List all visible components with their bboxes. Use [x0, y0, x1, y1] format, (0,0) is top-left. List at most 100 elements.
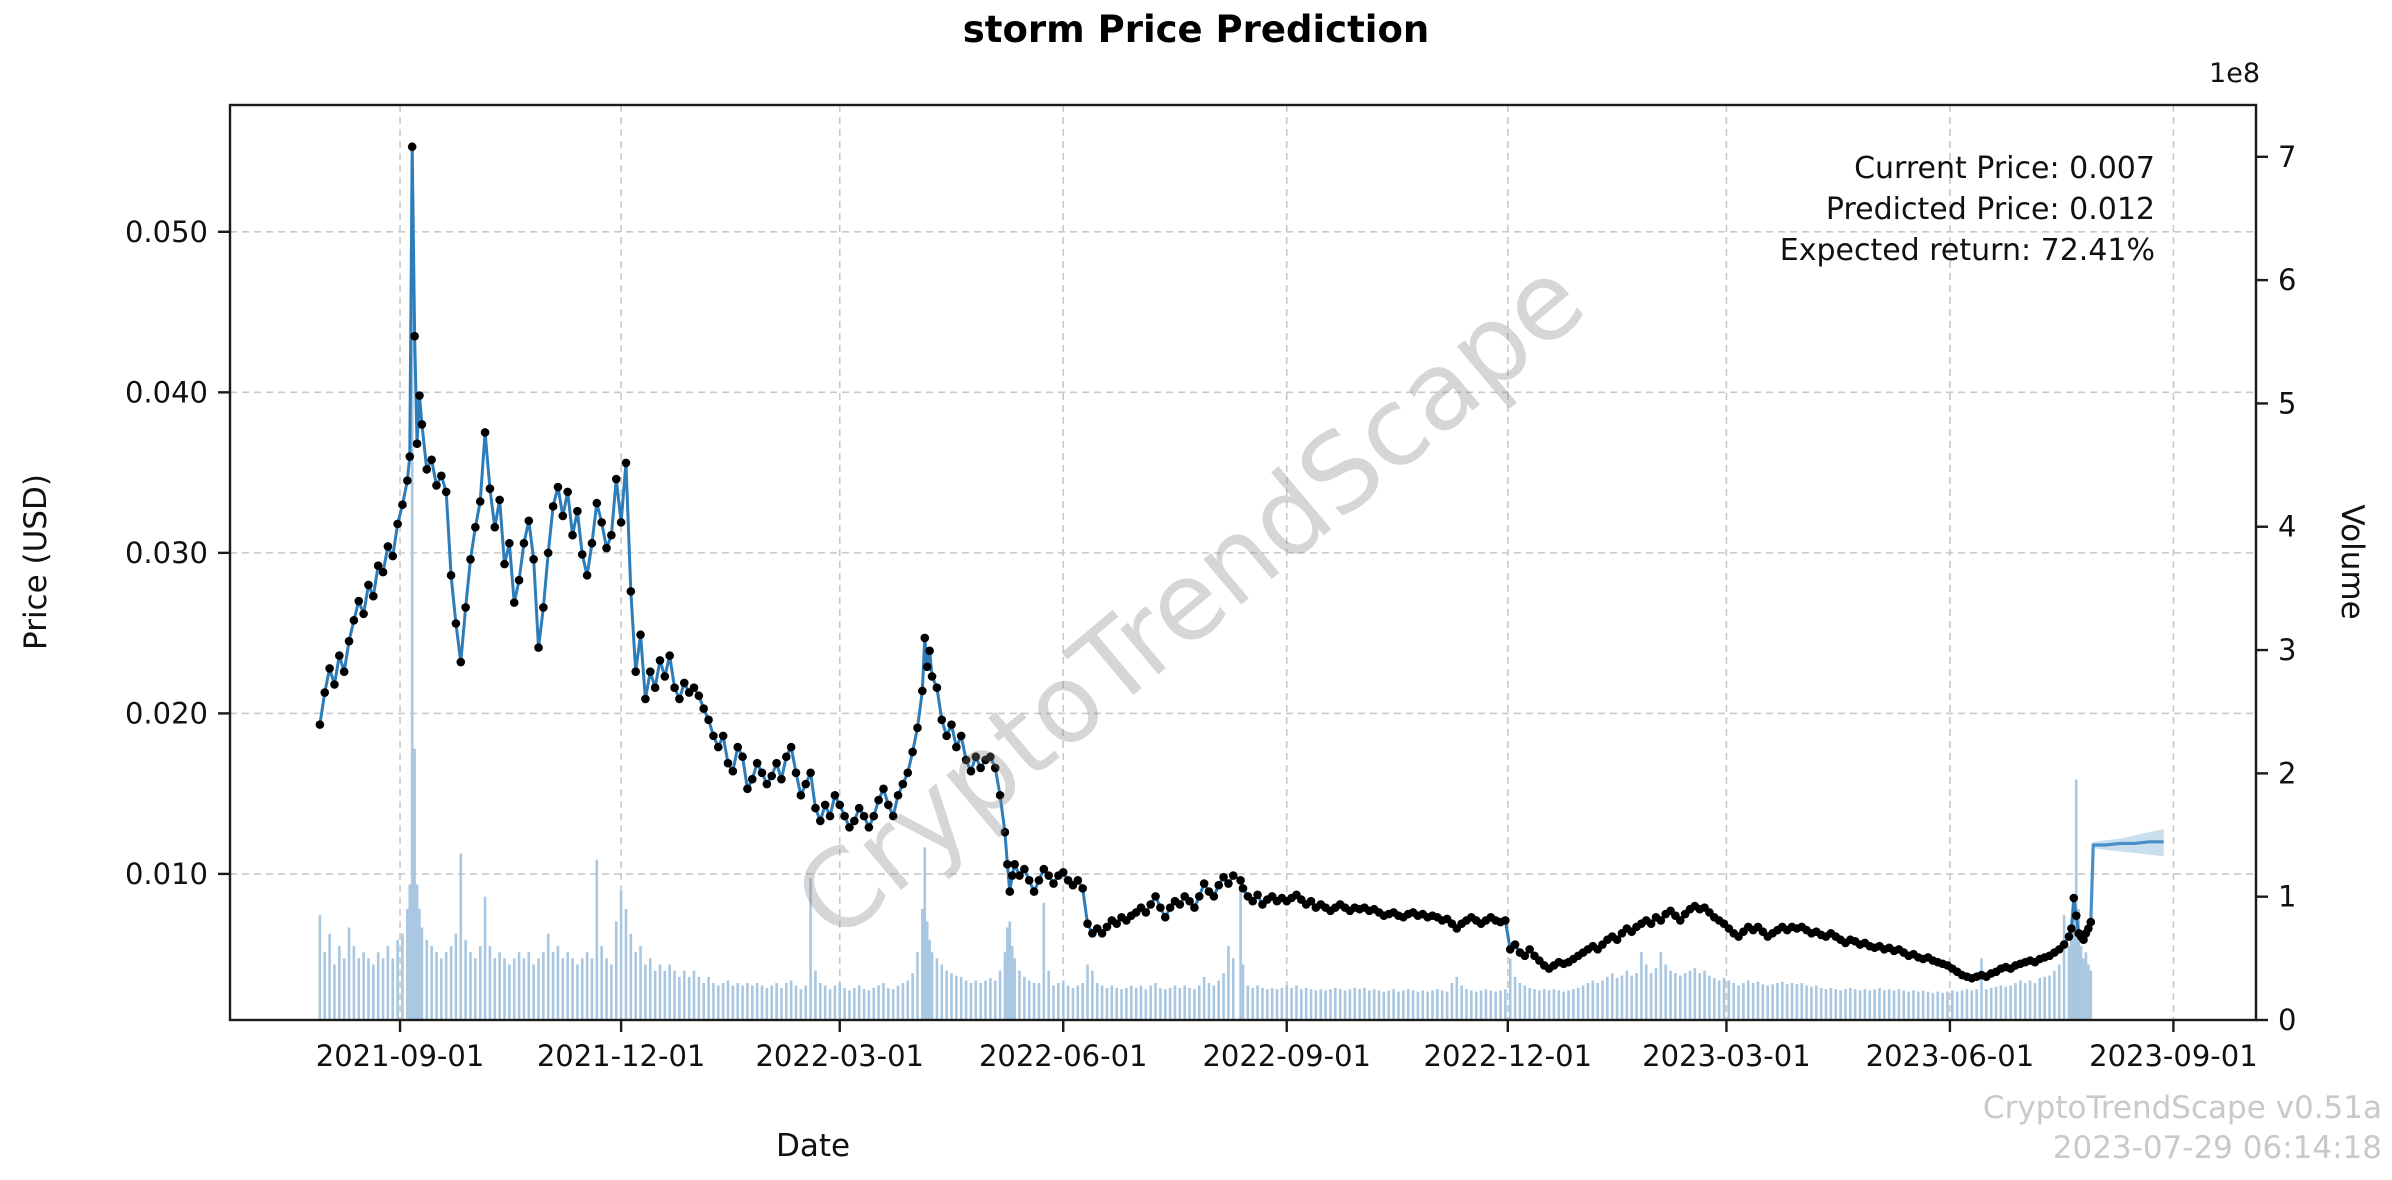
price-marker — [1612, 935, 1622, 945]
volume-bar — [2084, 952, 2088, 1020]
volume-bar — [1664, 964, 1667, 1020]
volume-bar — [610, 964, 613, 1020]
price-marker — [694, 691, 704, 701]
price-marker — [645, 667, 655, 676]
volume-bar — [474, 958, 477, 1020]
price-marker — [403, 476, 412, 485]
volume-bar — [2028, 980, 2032, 1020]
volume-bar — [891, 989, 895, 1020]
volume-bar — [1552, 989, 1556, 1020]
price-marker — [650, 683, 660, 693]
volume-bar — [619, 890, 623, 1020]
volume-bar — [1980, 958, 1983, 1020]
volume-bar — [1518, 983, 1522, 1020]
price-marker — [432, 481, 441, 490]
price-marker — [500, 559, 509, 569]
price-marker — [543, 548, 553, 558]
price-marker — [966, 766, 976, 776]
price-marker — [364, 580, 373, 590]
volume-bar — [425, 939, 429, 1020]
volume-bar — [1178, 987, 1182, 1020]
volume-bar — [1042, 902, 1046, 1020]
price-marker — [597, 518, 606, 527]
price-marker — [441, 487, 451, 497]
price-marker — [709, 731, 718, 741]
volume-bar — [1431, 990, 1434, 1020]
volume-bar — [1892, 990, 1896, 1020]
price-marker — [920, 633, 930, 643]
volume-bar — [1805, 985, 1808, 1020]
price-marker — [757, 768, 767, 778]
price-marker — [611, 474, 621, 484]
price-marker — [956, 731, 966, 741]
volume-bar — [1659, 952, 1663, 1020]
price-marker — [568, 530, 577, 540]
volume-bar — [697, 976, 701, 1020]
volume-bar — [1003, 952, 1007, 1020]
volume-bar — [1450, 983, 1454, 1020]
price-marker — [1015, 871, 1024, 880]
price-marker — [471, 522, 480, 532]
volume-bar — [838, 983, 842, 1020]
volume-bar — [853, 987, 856, 1020]
volume-bar — [1280, 987, 1284, 1020]
volume-bar — [1698, 973, 1702, 1020]
volume-bar — [522, 958, 526, 1020]
volume-bar — [1567, 990, 1570, 1020]
price-marker — [796, 790, 806, 800]
price-marker — [335, 651, 344, 660]
price-marker — [519, 538, 529, 548]
volume-bar — [1368, 990, 1371, 1020]
volume-bar — [1761, 984, 1765, 1020]
volume-bar — [1387, 990, 1391, 1020]
volume-bar — [1547, 990, 1551, 1020]
volume-bar — [440, 958, 443, 1020]
price-marker — [747, 774, 757, 784]
volume-bar — [1523, 985, 1527, 1020]
price-marker — [1029, 887, 1039, 896]
price-marker — [393, 519, 402, 529]
volume-bar — [1960, 990, 1964, 1020]
price-marker — [388, 551, 398, 561]
price-marker — [869, 811, 879, 821]
price-marker — [315, 720, 325, 729]
price-marker — [359, 609, 368, 619]
y-left-tick-label: 0.050 — [125, 215, 208, 249]
volume-bar — [1732, 983, 1736, 1020]
price-marker — [1175, 900, 1185, 909]
volume-bar — [678, 976, 681, 1020]
volume-bar — [1154, 983, 1157, 1020]
volume-bar — [1746, 980, 1750, 1020]
y-right-tick-label: 5 — [2278, 386, 2296, 420]
volume-bar — [512, 958, 516, 1020]
price-marker — [728, 766, 738, 776]
price-marker — [952, 742, 961, 752]
volume-bar — [1499, 990, 1502, 1020]
price-marker — [718, 731, 728, 741]
volume-bar — [1256, 985, 1259, 1020]
volume-bar — [357, 958, 361, 1020]
volume-bar — [780, 987, 783, 1020]
price-marker — [825, 811, 835, 821]
volume-bar — [1149, 985, 1152, 1020]
plot-border — [228, 103, 2258, 1022]
volume-bar — [629, 933, 633, 1020]
volume-bar — [1576, 987, 1580, 1020]
price-marker — [1000, 827, 1010, 837]
price-marker — [791, 768, 801, 778]
volume-bar — [984, 980, 987, 1020]
volume-bar — [1436, 989, 1439, 1020]
price-marker — [1005, 887, 1015, 896]
price-marker — [1160, 912, 1170, 922]
price-marker — [582, 571, 592, 580]
volume-bar — [1406, 989, 1410, 1020]
volume-bar — [959, 976, 963, 1020]
volume-bar — [1630, 975, 1633, 1020]
volume-bar — [1951, 990, 1954, 1020]
y-right-tick-label: 1 — [2278, 880, 2296, 914]
price-marker — [636, 630, 645, 640]
price-marker — [383, 542, 393, 551]
volume-bar — [935, 958, 939, 1020]
price-marker — [539, 603, 548, 612]
volume-bar — [1654, 968, 1658, 1020]
